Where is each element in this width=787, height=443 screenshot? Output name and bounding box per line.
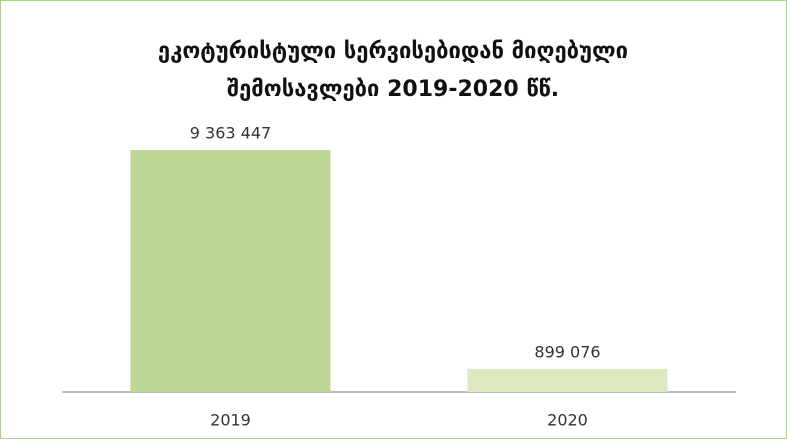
- chart-title: ეკოტურისტული სერვისებიდან მიღებული შემოსა…: [158, 39, 628, 102]
- bar: [467, 368, 668, 392]
- value-label: 9 363 447: [190, 124, 271, 143]
- x-tick-label: 2019: [210, 411, 251, 430]
- bar: [130, 150, 331, 392]
- x-tick-label: 2020: [547, 411, 588, 430]
- value-label: 899 076: [534, 342, 600, 361]
